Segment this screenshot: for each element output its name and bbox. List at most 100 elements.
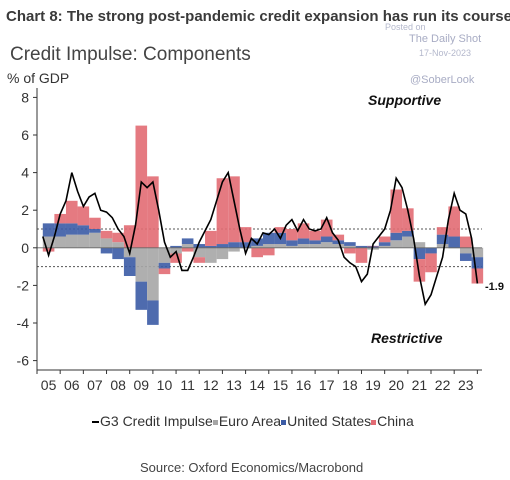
chart-legend: G3 Credit Impulse Euro Area United States C… — [92, 413, 414, 429]
bar-united-states-10 — [158, 262, 171, 269]
bar-china-18 — [251, 247, 263, 258]
x-tick-label-14: 14 — [249, 377, 265, 393]
x-tick-label-12: 12 — [203, 377, 219, 393]
legend-label-euro-area: Euro Area — [218, 413, 282, 429]
bar-united-states-31 — [402, 230, 414, 237]
bar-china-4 — [89, 217, 101, 229]
bar-euro-area-26 — [344, 245, 356, 248]
bar-united-states-19 — [262, 232, 275, 245]
bar-united-states-14 — [205, 245, 217, 248]
bar-euro-area-32 — [413, 242, 426, 248]
bar-euro-area-4 — [89, 232, 101, 248]
bar-china-33 — [425, 253, 437, 273]
watermark-site: The Daily Shot — [409, 33, 482, 45]
bar-euro-area-21 — [286, 245, 298, 248]
x-tick-label-22: 22 — [435, 377, 451, 393]
bar-united-states-1 — [54, 223, 66, 237]
source-note: Source: Oxford Economics/Macrobond — [140, 460, 364, 475]
watermark-date: 17-Nov-2023 — [419, 48, 472, 58]
bar-united-states-0 — [42, 223, 55, 237]
bar-china-34 — [436, 227, 449, 235]
x-tick-label-10: 10 — [157, 377, 173, 393]
bar-united-states-36 — [459, 253, 472, 261]
bar-china-36 — [459, 236, 472, 248]
bar-china-23 — [309, 230, 321, 241]
bar-united-states-30 — [390, 232, 403, 241]
bar-china-10 — [158, 268, 171, 275]
bar-united-states-17 — [239, 242, 252, 248]
bar-euro-area-30 — [390, 240, 403, 248]
bar-euro-area-13 — [193, 247, 206, 258]
bar-china-16 — [228, 176, 240, 243]
x-tick-label-06: 06 — [64, 377, 80, 393]
bar-china-32 — [413, 259, 426, 282]
bar-euro-area-18 — [251, 245, 263, 248]
annotation-restrictive: Restrictive — [371, 330, 443, 346]
bar-china-5 — [100, 230, 113, 239]
x-tick-label-13: 13 — [226, 377, 242, 393]
bar-united-states-32 — [413, 247, 426, 260]
bar-united-states-5 — [100, 247, 113, 254]
bar-united-states-37 — [471, 257, 484, 269]
bar-china-12 — [181, 247, 194, 252]
bar-china-13 — [193, 257, 206, 263]
legend-item-euro-area: Euro Area — [212, 413, 282, 429]
bar-united-states-24 — [320, 236, 333, 243]
bar-united-states-27 — [355, 245, 368, 248]
bar-euro-area-0 — [42, 236, 55, 248]
bar-euro-area-19 — [262, 244, 275, 248]
bar-euro-area-24 — [320, 242, 333, 248]
y-axis-unit-label: % of GDP — [7, 70, 70, 86]
bar-euro-area-5 — [100, 238, 113, 248]
bar-china-7 — [123, 225, 136, 248]
bar-china-26 — [344, 247, 356, 254]
x-tick-label-05: 05 — [41, 377, 57, 393]
bar-united-states-29 — [378, 242, 391, 246]
x-tick-label-23: 23 — [458, 377, 474, 393]
x-tick-label-15: 15 — [273, 377, 289, 393]
bar-china-11 — [170, 253, 182, 263]
bar-united-states-9 — [147, 300, 159, 325]
x-tick-label-18: 18 — [342, 377, 358, 393]
legend-swatch-china — [371, 419, 377, 425]
bar-euro-area-6 — [112, 242, 124, 248]
bar-euro-area-8 — [135, 247, 148, 282]
bar-united-states-34 — [436, 234, 449, 245]
bar-united-states-12 — [181, 238, 194, 245]
bar-united-states-16 — [228, 242, 240, 248]
bar-china-25 — [332, 234, 345, 241]
bar-china-30 — [390, 189, 403, 233]
watermark-handle: @SoberLook — [410, 74, 475, 86]
bar-euro-area-10 — [158, 247, 171, 263]
bar-euro-area-12 — [181, 244, 194, 248]
annotation-supportive: Supportive — [368, 92, 441, 108]
x-tick-label-11: 11 — [180, 377, 195, 393]
y-tick-label--4: -4 — [17, 315, 30, 331]
bar-euro-area-2 — [65, 234, 78, 248]
bar-china-21 — [286, 229, 298, 241]
bar-china-3 — [77, 206, 90, 226]
bar-united-states-15 — [216, 244, 229, 248]
x-tick-label-08: 08 — [110, 377, 126, 393]
bar-china-15 — [216, 178, 229, 245]
x-tick-label-21: 21 — [412, 377, 428, 393]
bar-euro-area-23 — [309, 244, 321, 248]
bar-euro-area-14 — [205, 247, 217, 263]
bar-china-20 — [274, 227, 287, 233]
y-tick-label-4: 4 — [21, 165, 29, 181]
bar-euro-area-20 — [274, 244, 287, 248]
bar-united-states-26 — [344, 242, 356, 246]
chart-subtitle: Credit Impulse: Components — [10, 44, 251, 65]
y-tick-label-2: 2 — [21, 202, 29, 218]
legend-swatch-euro-area — [212, 419, 218, 425]
bar-euro-area-25 — [332, 244, 345, 248]
bar-united-states-11 — [170, 245, 182, 248]
bar-euro-area-34 — [436, 244, 449, 248]
bar-euro-area-36 — [459, 247, 472, 254]
bar-united-states-8 — [135, 281, 148, 310]
bar-china-9 — [147, 176, 159, 248]
bar-euro-area-1 — [54, 236, 66, 248]
bar-euro-area-22 — [297, 244, 310, 248]
bar-china-37 — [471, 268, 484, 284]
